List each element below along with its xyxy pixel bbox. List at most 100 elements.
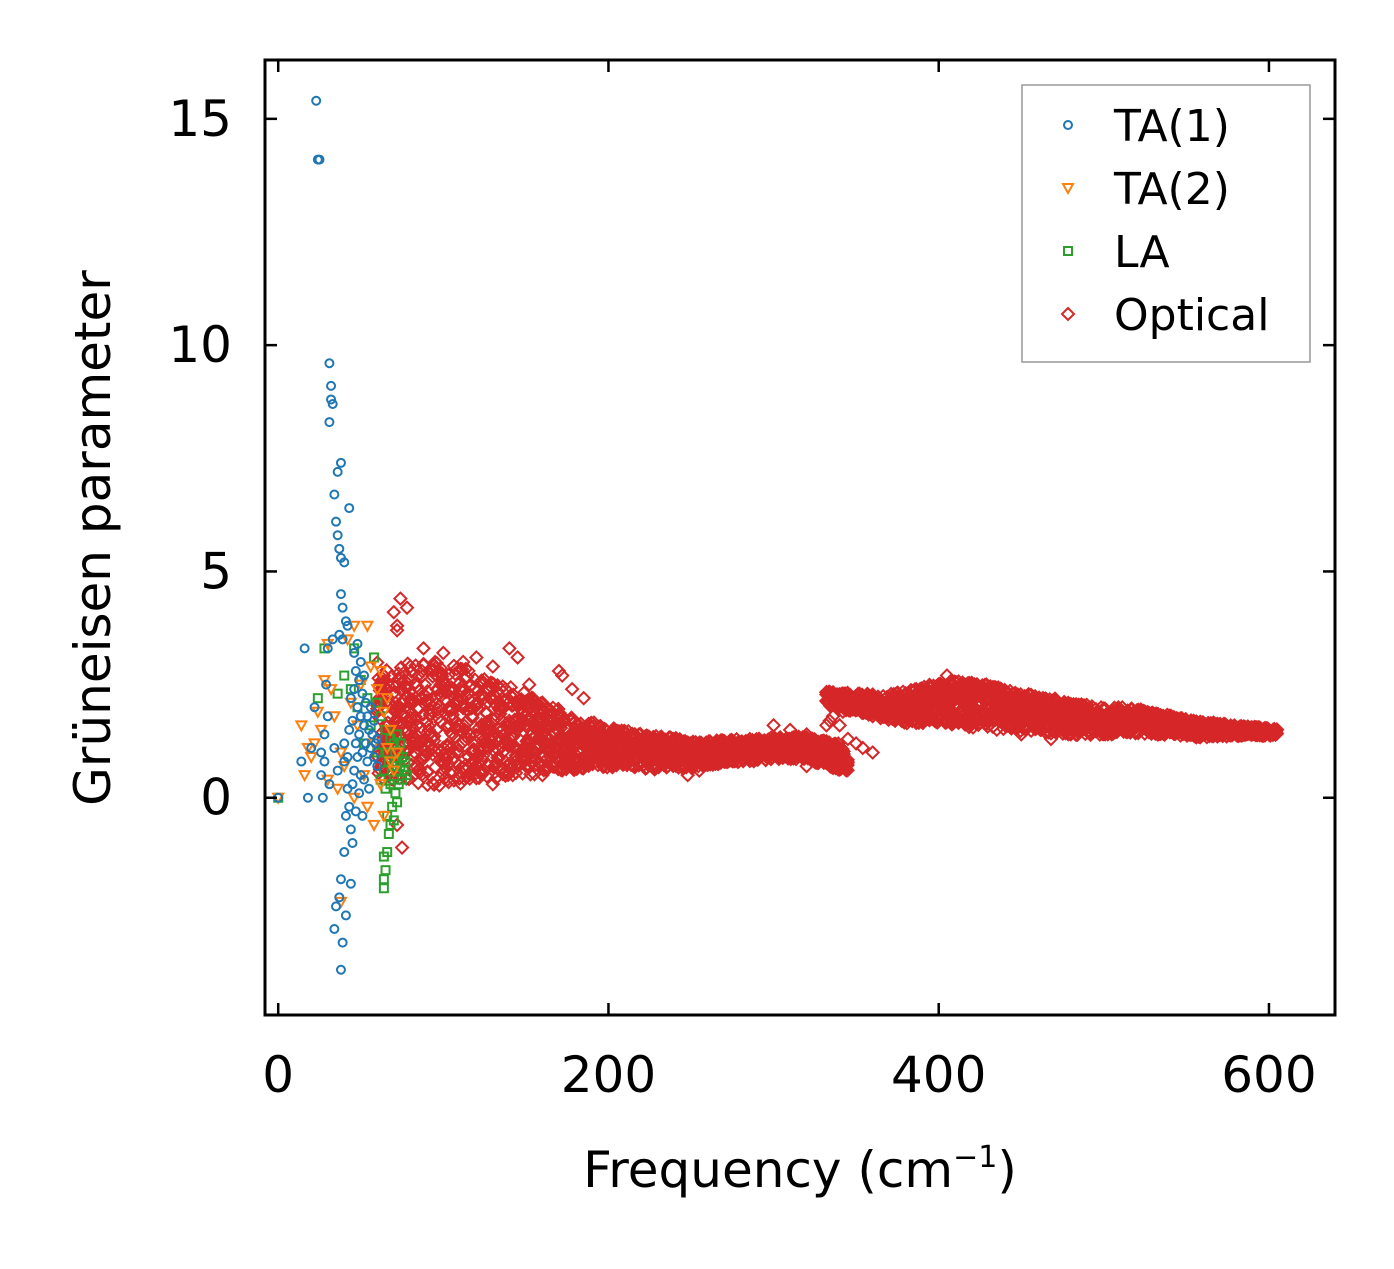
point-optical bbox=[471, 689, 487, 705]
point-ta-1- bbox=[334, 892, 345, 903]
y-tick-label: 0 bbox=[200, 769, 232, 827]
point-ta-1- bbox=[354, 729, 365, 740]
point-ta-1- bbox=[339, 847, 350, 858]
point-ta-1- bbox=[347, 715, 358, 726]
point-optical bbox=[421, 718, 437, 734]
point-ta-1- bbox=[354, 788, 365, 799]
point-optical bbox=[1005, 686, 1021, 702]
point-optical bbox=[412, 762, 427, 777]
point-optical bbox=[470, 701, 486, 717]
point-ta-1- bbox=[337, 602, 348, 613]
point-optical bbox=[375, 691, 390, 707]
point-optical bbox=[501, 640, 517, 656]
point-optical bbox=[680, 767, 696, 783]
y-axis-label: Grüneisen parameter bbox=[64, 270, 122, 806]
point-ta-2- bbox=[334, 747, 348, 760]
point-ta-1- bbox=[347, 838, 358, 849]
point-ta-1- bbox=[352, 752, 363, 763]
point-optical bbox=[437, 692, 453, 708]
point-ta-1- bbox=[342, 620, 353, 631]
point-ta-1- bbox=[314, 154, 325, 165]
point-ta-1- bbox=[357, 747, 368, 758]
point-ta-1- bbox=[335, 874, 346, 885]
point-ta-1- bbox=[345, 693, 356, 704]
point-optical bbox=[825, 708, 841, 724]
point-optical bbox=[865, 745, 881, 760]
point-optical bbox=[510, 650, 526, 665]
point-optical bbox=[799, 726, 815, 742]
point-optical bbox=[485, 776, 501, 792]
point-optical bbox=[554, 668, 570, 683]
point-ta-1- bbox=[365, 702, 376, 713]
point-optical bbox=[431, 770, 447, 786]
point-optical bbox=[416, 657, 431, 673]
point-ta-2- bbox=[370, 684, 384, 697]
point-ta-1- bbox=[329, 924, 340, 935]
point-ta-2- bbox=[387, 765, 401, 778]
point-optical bbox=[416, 640, 431, 656]
point-ta-1- bbox=[331, 901, 342, 912]
point-optical bbox=[1093, 700, 1109, 715]
point-la bbox=[388, 815, 399, 826]
point-ta-1- bbox=[355, 656, 366, 667]
point-ta-2- bbox=[304, 752, 318, 765]
point-la bbox=[345, 684, 356, 695]
point-ta-1- bbox=[319, 729, 330, 740]
point-optical bbox=[609, 754, 625, 769]
point-optical bbox=[475, 748, 491, 764]
point-ta-2- bbox=[363, 661, 378, 674]
point-ta-1- bbox=[345, 878, 356, 889]
point-ta-1- bbox=[342, 783, 353, 794]
point-ta-1- bbox=[324, 358, 335, 369]
legend-label: TA(1) bbox=[1113, 101, 1230, 152]
point-optical bbox=[425, 747, 441, 762]
point-ta-2- bbox=[380, 742, 394, 756]
point-optical bbox=[386, 604, 402, 620]
point-ta-2- bbox=[377, 810, 391, 823]
point-ta-1- bbox=[368, 752, 379, 763]
point-la bbox=[395, 738, 406, 749]
point-optical bbox=[855, 740, 871, 756]
point-la bbox=[312, 693, 323, 704]
point-ta-1- bbox=[344, 503, 355, 514]
x-tick-label: 200 bbox=[561, 1046, 656, 1104]
point-ta-1- bbox=[352, 702, 363, 713]
point-ta-1- bbox=[364, 783, 375, 794]
point-optical bbox=[1033, 722, 1049, 738]
y-tick-label: 10 bbox=[168, 316, 232, 374]
point-optical bbox=[389, 817, 405, 833]
point-ta-2- bbox=[297, 770, 312, 783]
point-optical bbox=[840, 754, 855, 770]
point-ta-1- bbox=[340, 910, 351, 921]
point-optical bbox=[534, 767, 550, 783]
point-ta-1- bbox=[339, 738, 350, 749]
point-la bbox=[332, 688, 343, 699]
point-optical bbox=[468, 650, 484, 665]
point-optical bbox=[840, 752, 855, 768]
point-optical bbox=[435, 645, 451, 661]
point-ta-1- bbox=[311, 95, 322, 106]
point-la bbox=[339, 670, 350, 681]
point-ta-1- bbox=[350, 806, 361, 817]
x-axis-label-suffix: ) bbox=[997, 1141, 1017, 1199]
point-ta-1- bbox=[368, 715, 379, 726]
point-optical bbox=[964, 677, 980, 693]
point-optical bbox=[402, 659, 418, 674]
point-optical bbox=[414, 766, 430, 782]
point-ta-1- bbox=[334, 543, 345, 554]
point-optical bbox=[1043, 731, 1059, 747]
point-la bbox=[390, 788, 401, 799]
point-ta-1- bbox=[342, 752, 353, 763]
point-optical bbox=[1013, 726, 1029, 742]
point-optical bbox=[518, 758, 534, 774]
legend-marker bbox=[1063, 246, 1073, 256]
point-ta-2- bbox=[373, 666, 388, 679]
point-optical bbox=[822, 713, 838, 729]
point-ta-2- bbox=[347, 792, 361, 805]
point-optical bbox=[435, 672, 451, 688]
legend-entry-la: LA bbox=[1063, 227, 1170, 278]
point-ta-2- bbox=[354, 679, 368, 692]
point-ta-1- bbox=[350, 666, 361, 677]
point-ta-1- bbox=[299, 643, 310, 654]
point-ta-1- bbox=[335, 589, 346, 600]
